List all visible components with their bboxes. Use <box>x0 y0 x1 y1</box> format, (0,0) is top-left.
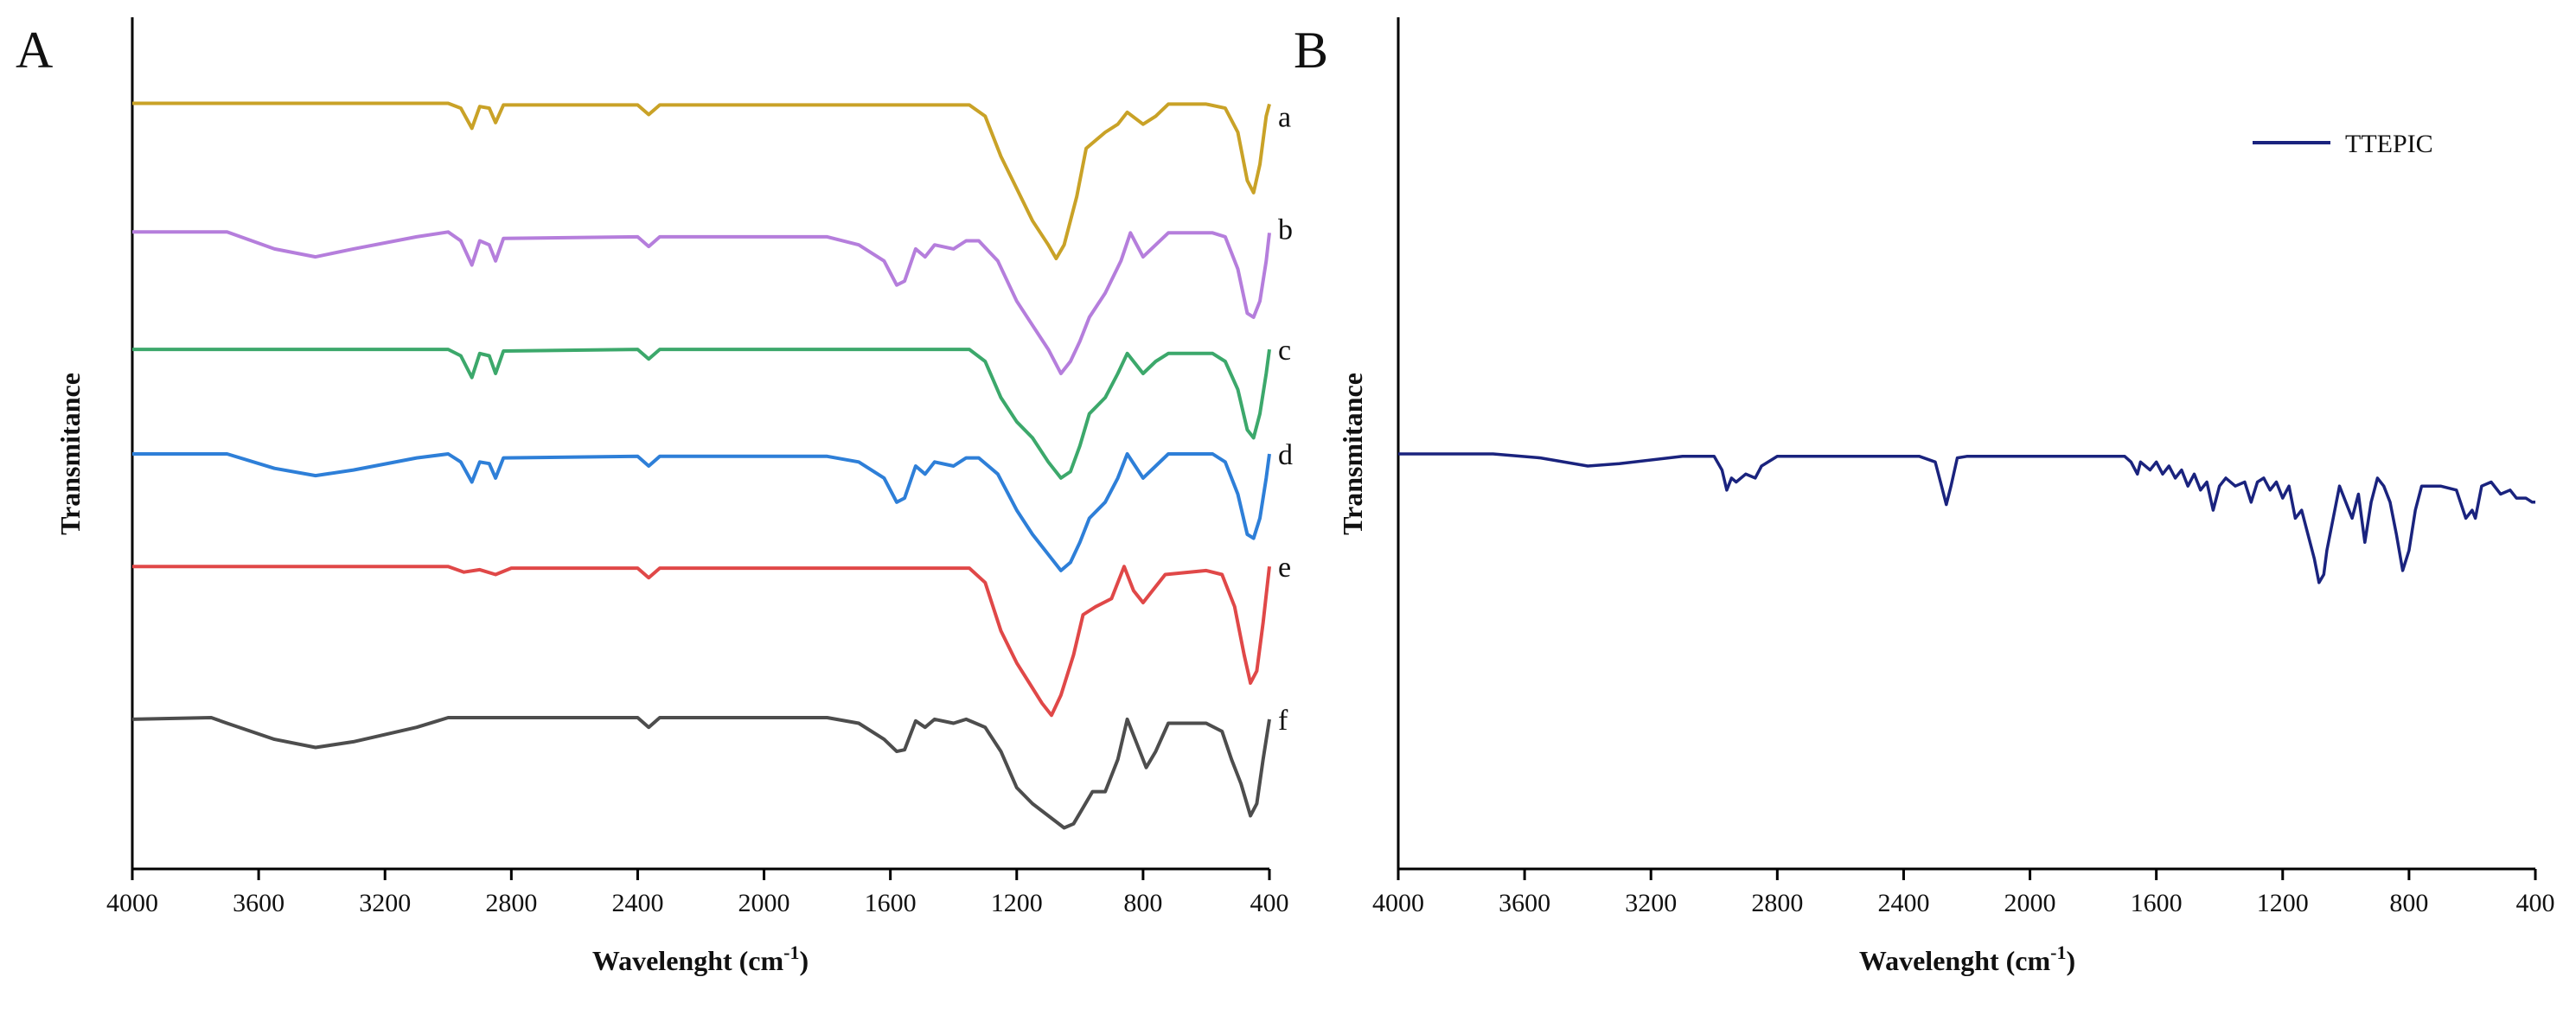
panel-b-x-ticks: 4000 3600 3200 2800 2400 2000 1600 1200 800 400 <box>1372 869 2555 917</box>
curve-label-a: a <box>1278 101 1291 133</box>
panel-a-series-b <box>132 230 1271 375</box>
curve-label-e: e <box>1278 552 1291 584</box>
panel-b-letter: B <box>1294 22 1328 79</box>
panel-b-legend: TTEPIC <box>2253 130 2433 158</box>
panel-a-x-axis-title-main: Wavelenght (cm <box>592 945 784 976</box>
panel-a-x-axis-title-close: ) <box>799 945 809 976</box>
curve-label-d: d <box>1278 439 1293 471</box>
panel-b-tick-label-2800: 2800 <box>1751 889 1803 917</box>
panel-b-x-axis-title-close: ) <box>2066 945 2075 976</box>
panel-a-x-axis-title: Wavelenght (cm-1) <box>592 942 809 976</box>
panel-a-series-group <box>131 101 1271 830</box>
panel-b-y-axis-title: Transmitance <box>1337 373 1368 535</box>
panel-a: A a b c d e f 4000 3600 3200 2800 2400 2000 1600 120… <box>16 17 1293 976</box>
panel-b-tick-label-2000: 2000 <box>2004 889 2056 917</box>
panel-b-x-axis-title-sup: -1 <box>2050 942 2066 963</box>
panel-a-tick-label-800: 800 <box>1123 889 1162 917</box>
panel-a-tick-label-2000: 2000 <box>738 889 790 917</box>
panel-a-x-ticks: 4000 3600 3200 2800 2400 2000 1600 1200 800 400 <box>106 869 1289 917</box>
panel-a-tick-label-3600: 3600 <box>233 889 284 917</box>
panel-b-tick-label-3600: 3600 <box>1499 889 1550 917</box>
panel-a-series-c <box>132 348 1271 480</box>
panel-a-tick-label-3200: 3200 <box>359 889 411 917</box>
curve-label-b: b <box>1278 214 1293 246</box>
panel-b-tick-label-1600: 1600 <box>2131 889 2183 917</box>
panel-a-series-f <box>131 716 1271 830</box>
panel-b: B 4000 3600 3200 2800 2400 2000 1600 1200 800 400… <box>1294 17 2555 976</box>
panel-b-tick-label-2400: 2400 <box>1877 889 1929 917</box>
curve-label-f: f <box>1278 705 1288 737</box>
panel-b-tick-label-800: 800 <box>2389 889 2428 917</box>
panel-b-tick-label-400: 400 <box>2516 889 2555 917</box>
panel-a-tick-label-1200: 1200 <box>991 889 1043 917</box>
panel-a-series-a <box>132 101 1271 260</box>
panel-b-series-ttepic <box>1398 452 2535 584</box>
panel-a-series-d <box>132 452 1271 572</box>
panel-a-tick-label-2400: 2400 <box>611 889 663 917</box>
panel-b-tick-label-4000: 4000 <box>1372 889 1424 917</box>
panel-b-plot-area: 4000 3600 3200 2800 2400 2000 1600 1200 800 400 <box>1372 17 2555 917</box>
panel-b-series-group <box>1398 452 2535 584</box>
panel-a-series-e <box>132 565 1271 718</box>
curve-label-c: c <box>1278 335 1291 367</box>
panel-a-tick-label-2800: 2800 <box>485 889 537 917</box>
panel-a-tick-label-4000: 4000 <box>106 889 158 917</box>
panel-b-x-axis-title: Wavelenght (cm-1) <box>1859 942 2075 976</box>
panel-b-tick-label-1200: 1200 <box>2257 889 2309 917</box>
panel-b-tick-label-3200: 3200 <box>1625 889 1677 917</box>
panel-a-x-axis-title-sup: -1 <box>783 942 799 963</box>
panel-a-y-axis-title: Transmitance <box>54 373 86 535</box>
panel-b-x-axis-title-main: Wavelenght (cm <box>1859 945 2051 976</box>
panel-a-tick-label-1600: 1600 <box>865 889 917 917</box>
panel-a-letter: A <box>16 22 53 79</box>
panel-a-curve-labels: a b c d e f <box>1278 101 1293 737</box>
panel-a-plot-area: a b c d e f 4000 3600 3200 2800 2400 2000 1600 1200 8… <box>106 17 1293 917</box>
legend-label-ttepic: TTEPIC <box>2345 130 2433 158</box>
panel-a-tick-label-400: 400 <box>1250 889 1289 917</box>
